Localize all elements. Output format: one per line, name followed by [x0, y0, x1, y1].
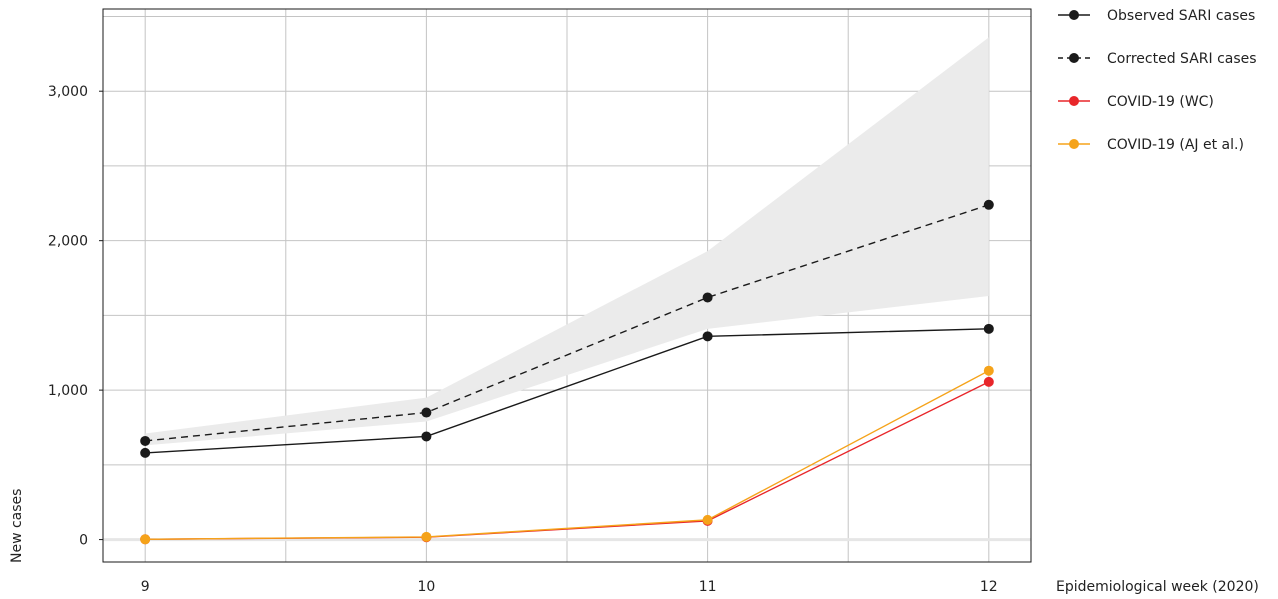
legend-label: Observed SARI cases [1107, 8, 1255, 24]
legend-item: COVID-19 (WC) [1058, 94, 1214, 110]
series-line [145, 204, 990, 442]
x-tick-label: 10 [417, 579, 435, 595]
confidence-band [145, 37, 989, 446]
x-tick-label: 9 [141, 579, 150, 595]
legend: Observed SARI cases Corrected SARI cases C… [1058, 8, 1257, 153]
data-point [140, 435, 151, 446]
y-axis-ticks: 0 1,000 2,000 3,000 [48, 84, 103, 549]
legend-item: Corrected SARI cases [1058, 51, 1257, 67]
y-tick-label: 1,000 [48, 383, 88, 399]
x-tick-label: 12 [980, 579, 998, 595]
x-tick-label: 11 [699, 579, 717, 595]
x-axis-title: Epidemiological week (2020) [1056, 579, 1259, 595]
legend-marker [1069, 96, 1079, 106]
data-point [421, 531, 432, 542]
y-tick-label: 3,000 [48, 84, 88, 100]
legend-item: Observed SARI cases [1058, 8, 1255, 24]
y-tick-label: 2,000 [48, 234, 88, 250]
legend-marker [1069, 53, 1079, 63]
confidence-band-layer [145, 37, 989, 446]
data-point [702, 292, 713, 303]
data-point [983, 365, 994, 376]
data-point [421, 407, 432, 418]
legend-item: COVID-19 (AJ et al.) [1058, 137, 1244, 153]
legend-label: Corrected SARI cases [1107, 51, 1257, 67]
legend-marker [1069, 139, 1079, 149]
y-tick-label: 0 [79, 533, 88, 549]
y-axis-title: New cases [9, 489, 25, 563]
data-point [983, 323, 994, 334]
legend-label: COVID-19 (AJ et al.) [1107, 137, 1244, 153]
series-line [145, 328, 989, 454]
series-layer [140, 199, 994, 545]
data-point [702, 514, 713, 525]
data-point [421, 431, 432, 442]
data-point [140, 447, 151, 458]
series-line [145, 370, 990, 540]
legend-marker [1069, 10, 1079, 20]
plot-frame [102, 8, 1032, 563]
data-point [140, 534, 151, 545]
data-point [983, 376, 994, 387]
legend-label: COVID-19 (WC) [1107, 94, 1214, 110]
data-point [983, 199, 994, 210]
data-point [702, 331, 713, 342]
x-axis-ticks: 9 10 11 12 [141, 579, 998, 595]
